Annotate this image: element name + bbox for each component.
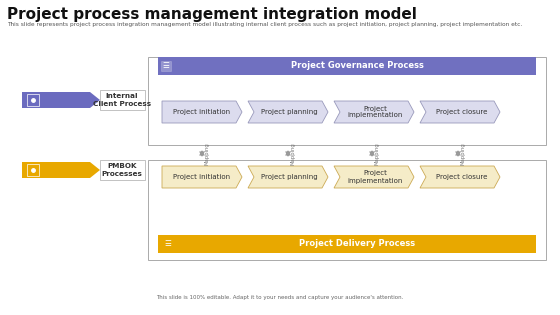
FancyBboxPatch shape [148,160,546,260]
Polygon shape [248,166,328,188]
Polygon shape [162,166,242,188]
Text: Mapping: Mapping [461,142,466,165]
Polygon shape [162,101,242,123]
Text: ☰: ☰ [162,61,170,71]
Text: Project
implementation: Project implementation [348,106,403,118]
Text: Project closure: Project closure [436,109,487,115]
FancyBboxPatch shape [158,235,536,253]
Polygon shape [420,101,500,123]
Text: Internal
Client Process: Internal Client Process [93,93,151,107]
Text: Project
implementation: Project implementation [348,170,403,184]
Polygon shape [334,101,414,123]
Text: ☰: ☰ [165,239,171,249]
Text: This slide is 100% editable. Adapt it to your needs and capture your audience's : This slide is 100% editable. Adapt it to… [156,295,404,300]
Text: Mapping: Mapping [375,142,380,165]
Text: Project Delivery Process: Project Delivery Process [299,239,415,249]
Text: PMBOK
Processes: PMBOK Processes [101,163,142,177]
Polygon shape [420,166,500,188]
Text: Project Governance Process: Project Governance Process [291,61,423,71]
Text: Mapping: Mapping [205,142,210,165]
Text: Project planning: Project planning [261,109,318,115]
Text: Mapping: Mapping [291,142,296,165]
Polygon shape [22,92,100,108]
FancyBboxPatch shape [158,57,536,75]
FancyBboxPatch shape [148,57,546,145]
Text: This slide represents project process integration management model illustrating : This slide represents project process in… [7,22,522,27]
Text: Project planning: Project planning [261,174,318,180]
FancyBboxPatch shape [100,90,145,110]
Text: Project initiation: Project initiation [174,109,231,115]
FancyBboxPatch shape [161,61,171,71]
FancyBboxPatch shape [100,160,145,180]
Text: Project initiation: Project initiation [174,174,231,180]
Polygon shape [334,166,414,188]
Polygon shape [22,162,100,178]
Text: Project process management integration model: Project process management integration m… [7,7,417,22]
Polygon shape [248,101,328,123]
Text: Project closure: Project closure [436,174,487,180]
